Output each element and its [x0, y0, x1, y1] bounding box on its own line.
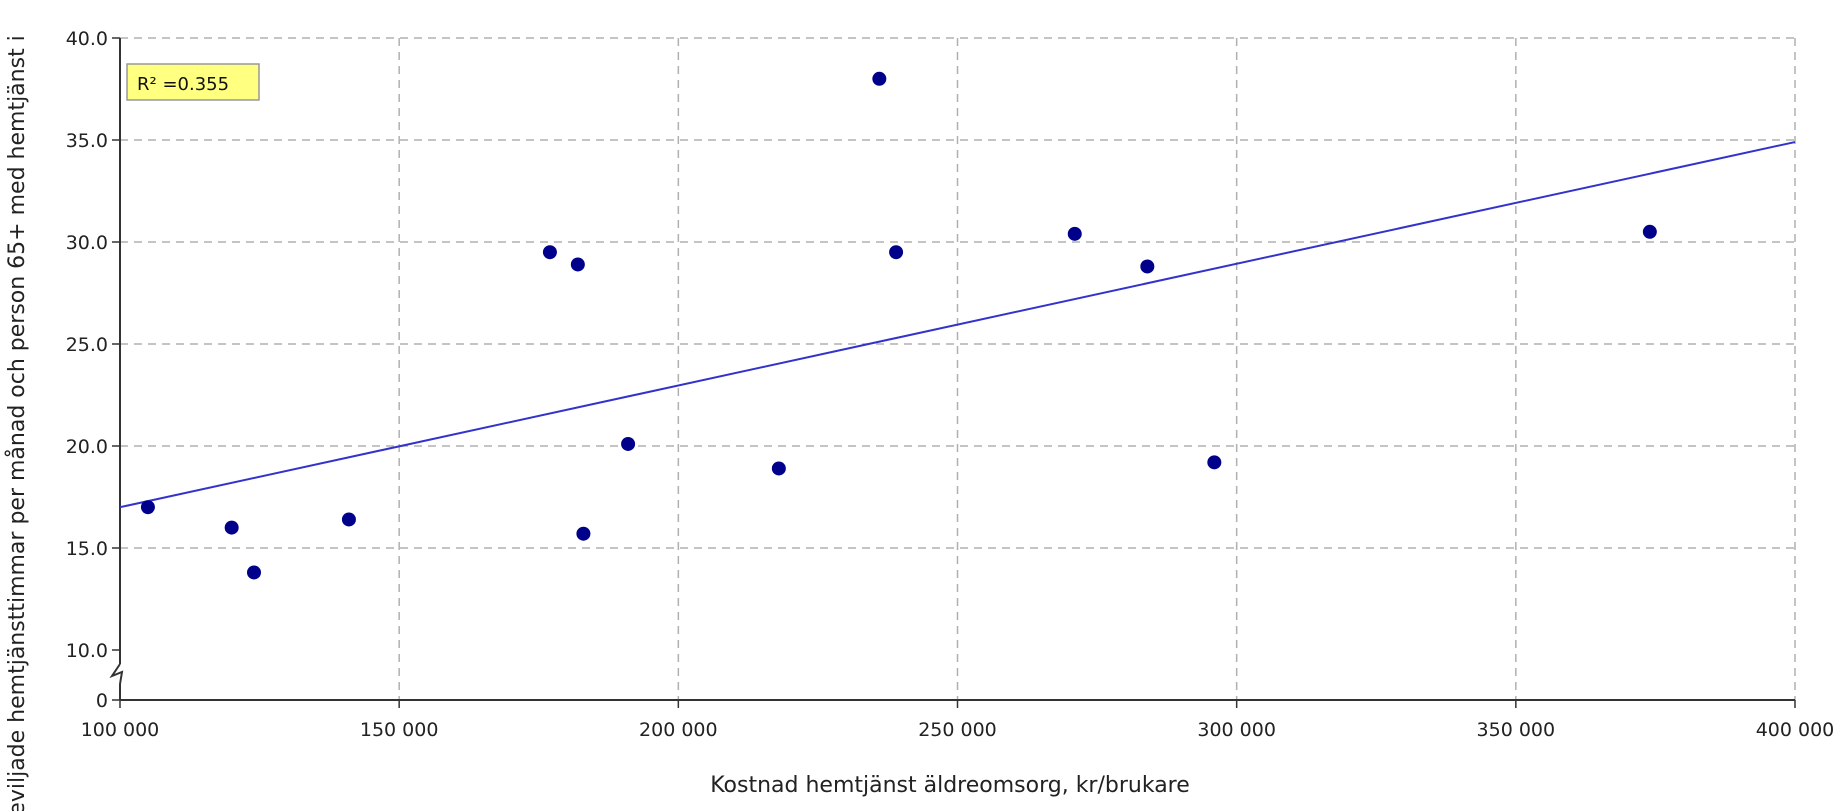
x-tick-label: 300 000	[1197, 719, 1276, 741]
data-point	[771, 461, 786, 476]
y-tick-label: 10.0	[66, 640, 108, 662]
data-point	[576, 526, 591, 541]
tick-labels: 10.0 15.0 20.0 25.0 30.0 35.0 40.0 0 100 000 150 …	[66, 28, 1835, 741]
y-tick-label: 30.0	[66, 232, 108, 254]
trendline	[119, 141, 1796, 509]
data-point	[621, 436, 636, 451]
data-point	[140, 500, 155, 515]
grid	[120, 37, 1796, 700]
y-axis-title: Beviljade hemtjänsttimmar per månad och …	[4, 35, 30, 811]
data-point	[247, 565, 261, 580]
y-axis-break	[109, 663, 124, 685]
x-tick-label: 200 000	[639, 719, 718, 741]
axes	[109, 37, 1796, 708]
x-tick-label: 250 000	[918, 719, 997, 741]
y-tick-label: 20.0	[66, 436, 108, 458]
data-point	[889, 245, 904, 260]
data-point	[224, 520, 239, 535]
r2-annotation: R² =0.355	[126, 63, 260, 101]
r2-label: R² =0.355	[137, 74, 229, 95]
x-tick-label: 150 000	[360, 719, 439, 741]
data-point	[341, 512, 356, 527]
r2-box	[126, 63, 260, 101]
data-point	[1642, 224, 1657, 239]
data-point	[542, 245, 557, 260]
x-tick-label: 400 000	[1756, 719, 1835, 741]
x-tick-label: 350 000	[1477, 719, 1556, 741]
data-point	[872, 71, 887, 86]
y-tick-label-zero: 0	[96, 690, 108, 712]
data-point	[1207, 455, 1222, 470]
x-axis-title: Kostnad hemtjänst äldreomsorg, kr/brukar…	[710, 773, 1190, 798]
y-tick-label: 35.0	[66, 130, 108, 152]
x-tick-label: 100 000	[81, 719, 160, 741]
y-tick-label: 25.0	[66, 334, 108, 356]
data-point	[1067, 226, 1082, 241]
data-point	[570, 257, 585, 272]
data-points	[140, 71, 1657, 580]
trendline-group	[119, 141, 1796, 509]
y-tick-label: 15.0	[66, 538, 108, 560]
data-point	[1140, 259, 1155, 274]
y-tick-label: 40.0	[66, 28, 108, 50]
